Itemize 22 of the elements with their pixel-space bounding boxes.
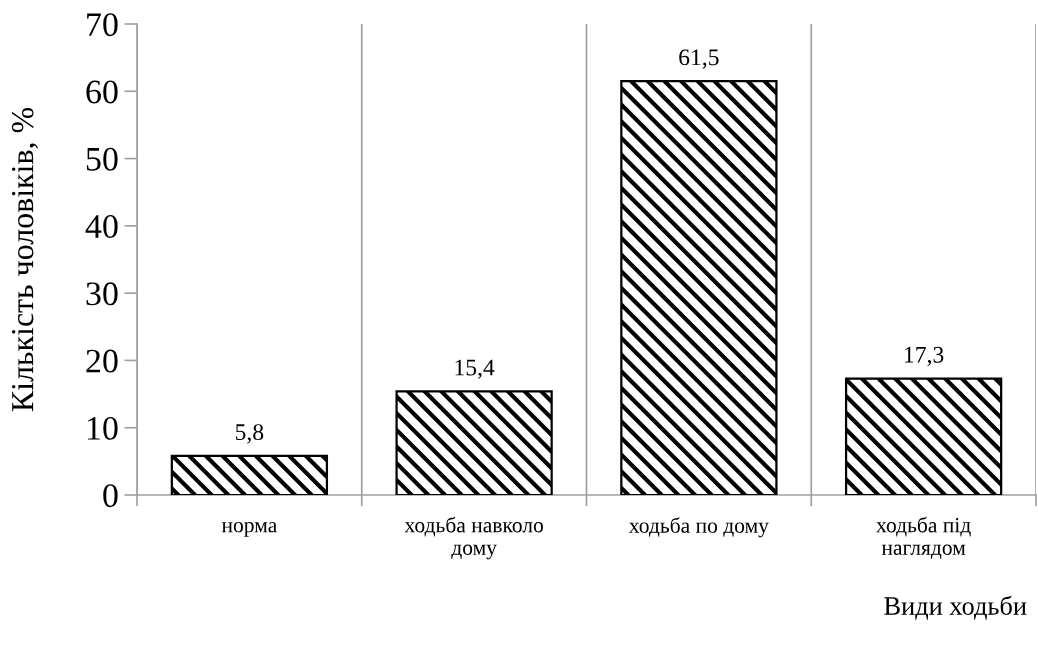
y-tick-label: 50 [86,147,118,171]
data-label: 17,3 [905,346,944,367]
bar [620,80,778,495]
y-tick-label: 40 [85,215,118,238]
data-label: 5,8 [235,424,264,444]
y-tick-label: 20 [86,349,118,373]
x-tick-label: норма [221,522,277,537]
data-label: 15,4 [455,359,495,379]
bar [170,454,329,495]
y-tick-label: 70 [87,13,118,37]
x-tick-label: ходьба по дому [629,517,769,538]
data-label: 61,5 [679,49,719,69]
y-tick-label: 10 [87,416,118,440]
x-tick-label: ходьба навколо дому [404,516,543,560]
bar [844,377,1003,495]
y-tick-label: 60 [86,80,118,104]
y-tick-label: 0 [103,484,118,508]
bar [395,390,553,495]
y-tick-label: 30 [86,282,118,306]
x-tick-label: ходьба під наглядом [876,516,971,559]
x-axis-title: Види ходьби [884,595,1027,620]
y-axis-title: Кількість чоловіків, % [11,107,39,412]
